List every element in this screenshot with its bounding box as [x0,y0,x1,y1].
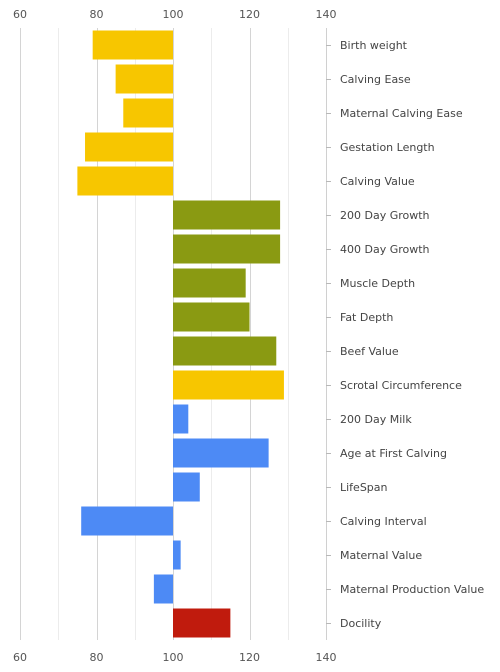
bar[interactable] [173,200,281,230]
bar[interactable] [173,404,189,434]
category-label: Calving Ease [340,73,411,86]
bar[interactable] [173,302,250,332]
category-label: Calving Value [340,175,415,188]
category-label: LifeSpan [340,481,388,494]
category-label: 400 Day Growth [340,243,430,256]
bar[interactable] [92,30,173,60]
bar[interactable] [173,608,231,638]
bar[interactable] [85,132,173,162]
category-label: Gestation Length [340,141,435,154]
bar[interactable] [77,166,173,196]
bars [77,30,284,638]
category-label: Maternal Calving Ease [340,107,463,120]
bar[interactable] [173,438,269,468]
category-label: Birth weight [340,39,408,52]
x-tick-label-bottom: 60 [13,651,27,664]
x-tick-label-bottom: 140 [316,651,337,664]
bar[interactable] [173,336,277,366]
bar[interactable] [173,268,246,298]
bar[interactable] [173,540,181,570]
category-label: Calving Interval [340,515,427,528]
category-labels: Birth weight Calving Ease Maternal Calving… [326,39,484,630]
x-tick-label-top: 100 [163,8,184,21]
bar[interactable] [115,64,173,94]
bar[interactable] [153,574,173,604]
x-tick-label-bottom: 80 [90,651,104,664]
category-label: Scrotal Circumference [340,379,462,392]
bar[interactable] [81,506,173,536]
bar[interactable] [173,370,284,400]
category-label: Age at First Calving [340,447,447,460]
x-tick-label-top: 60 [13,8,27,21]
category-label: Muscle Depth [340,277,415,290]
x-tick-label-bottom: 120 [239,651,260,664]
category-label: Fat Depth [340,311,393,324]
category-label: Beef Value [340,345,399,358]
bar[interactable] [123,98,173,128]
x-tick-label-top: 80 [90,8,104,21]
category-label: Maternal Production Value [340,583,484,596]
category-label: Maternal Value [340,549,422,562]
category-label: Docility [340,617,382,630]
bar[interactable] [173,472,200,502]
category-label: 200 Day Growth [340,209,430,222]
x-tick-label-top: 120 [239,8,260,21]
x-tick-label-top: 140 [316,8,337,21]
x-tick-label-bottom: 100 [163,651,184,664]
x-tick-labels: 60 60 80 80 100 100 120 120 140 140 [13,8,337,664]
bar[interactable] [173,234,281,264]
category-label: 200 Day Milk [340,413,412,426]
